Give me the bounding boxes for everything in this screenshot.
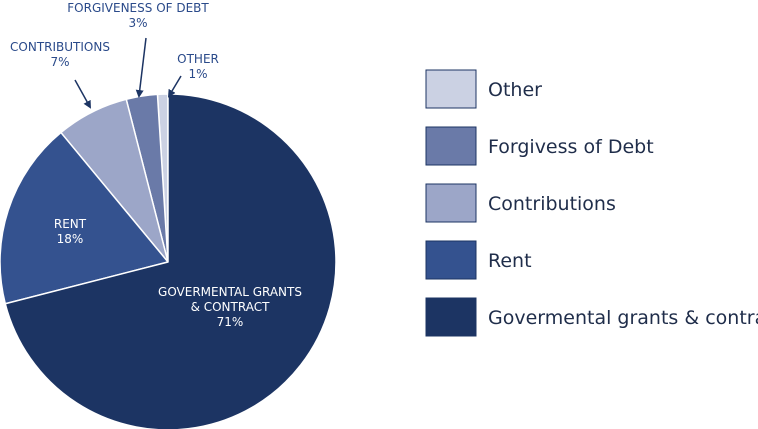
legend-item-other: Other xyxy=(425,69,542,109)
legend-label: Forgivess of Debt xyxy=(488,136,654,158)
legend-swatch xyxy=(425,240,477,280)
legend-item-govermental-grants-contract: Govermental grants & contract xyxy=(425,297,758,337)
slice-label-govermental-grants-contract: GOVERMENTAL GRANTS & CONTRACT 71% xyxy=(158,285,302,329)
slice-label-other: OTHER 1% xyxy=(177,52,219,81)
slice-label-contributions: CONTRIBUTIONS 7% xyxy=(10,40,110,69)
pie-slices xyxy=(0,93,337,429)
legend-label: Rent xyxy=(488,250,532,272)
legend-item-contributions: Contributions xyxy=(425,183,616,223)
legend-label: Contributions xyxy=(488,193,616,215)
legend: Other Forgivess of Debt Contributions Rent G… xyxy=(425,69,758,337)
legend-swatch xyxy=(425,69,477,109)
slice-label-forgivess-of-debt: FORGIVENESS OF DEBT 3% xyxy=(67,1,209,30)
legend-swatch xyxy=(425,297,477,337)
callout-arrow-forgivess-of-debt xyxy=(135,37,147,98)
pie-slice-rent xyxy=(0,131,169,305)
callout-arrow-contributions xyxy=(74,79,91,109)
legend-item-forgivess-of-debt: Forgivess of Debt xyxy=(425,126,654,166)
legend-label: Govermental grants & contract xyxy=(488,307,758,329)
callout-arrow-other xyxy=(167,75,182,98)
legend-label: Other xyxy=(488,79,542,101)
slice-labels: OTHER 1% FORGIVENESS OF DEBT 3% CONTRIBUTION… xyxy=(10,1,302,329)
slice-label-rent: RENT 18% xyxy=(54,217,87,246)
pie-slice-govermental-grants-contract xyxy=(4,93,337,429)
legend-item-rent: Rent xyxy=(425,240,532,280)
legend-swatch xyxy=(425,126,477,166)
legend-swatch xyxy=(425,183,477,223)
